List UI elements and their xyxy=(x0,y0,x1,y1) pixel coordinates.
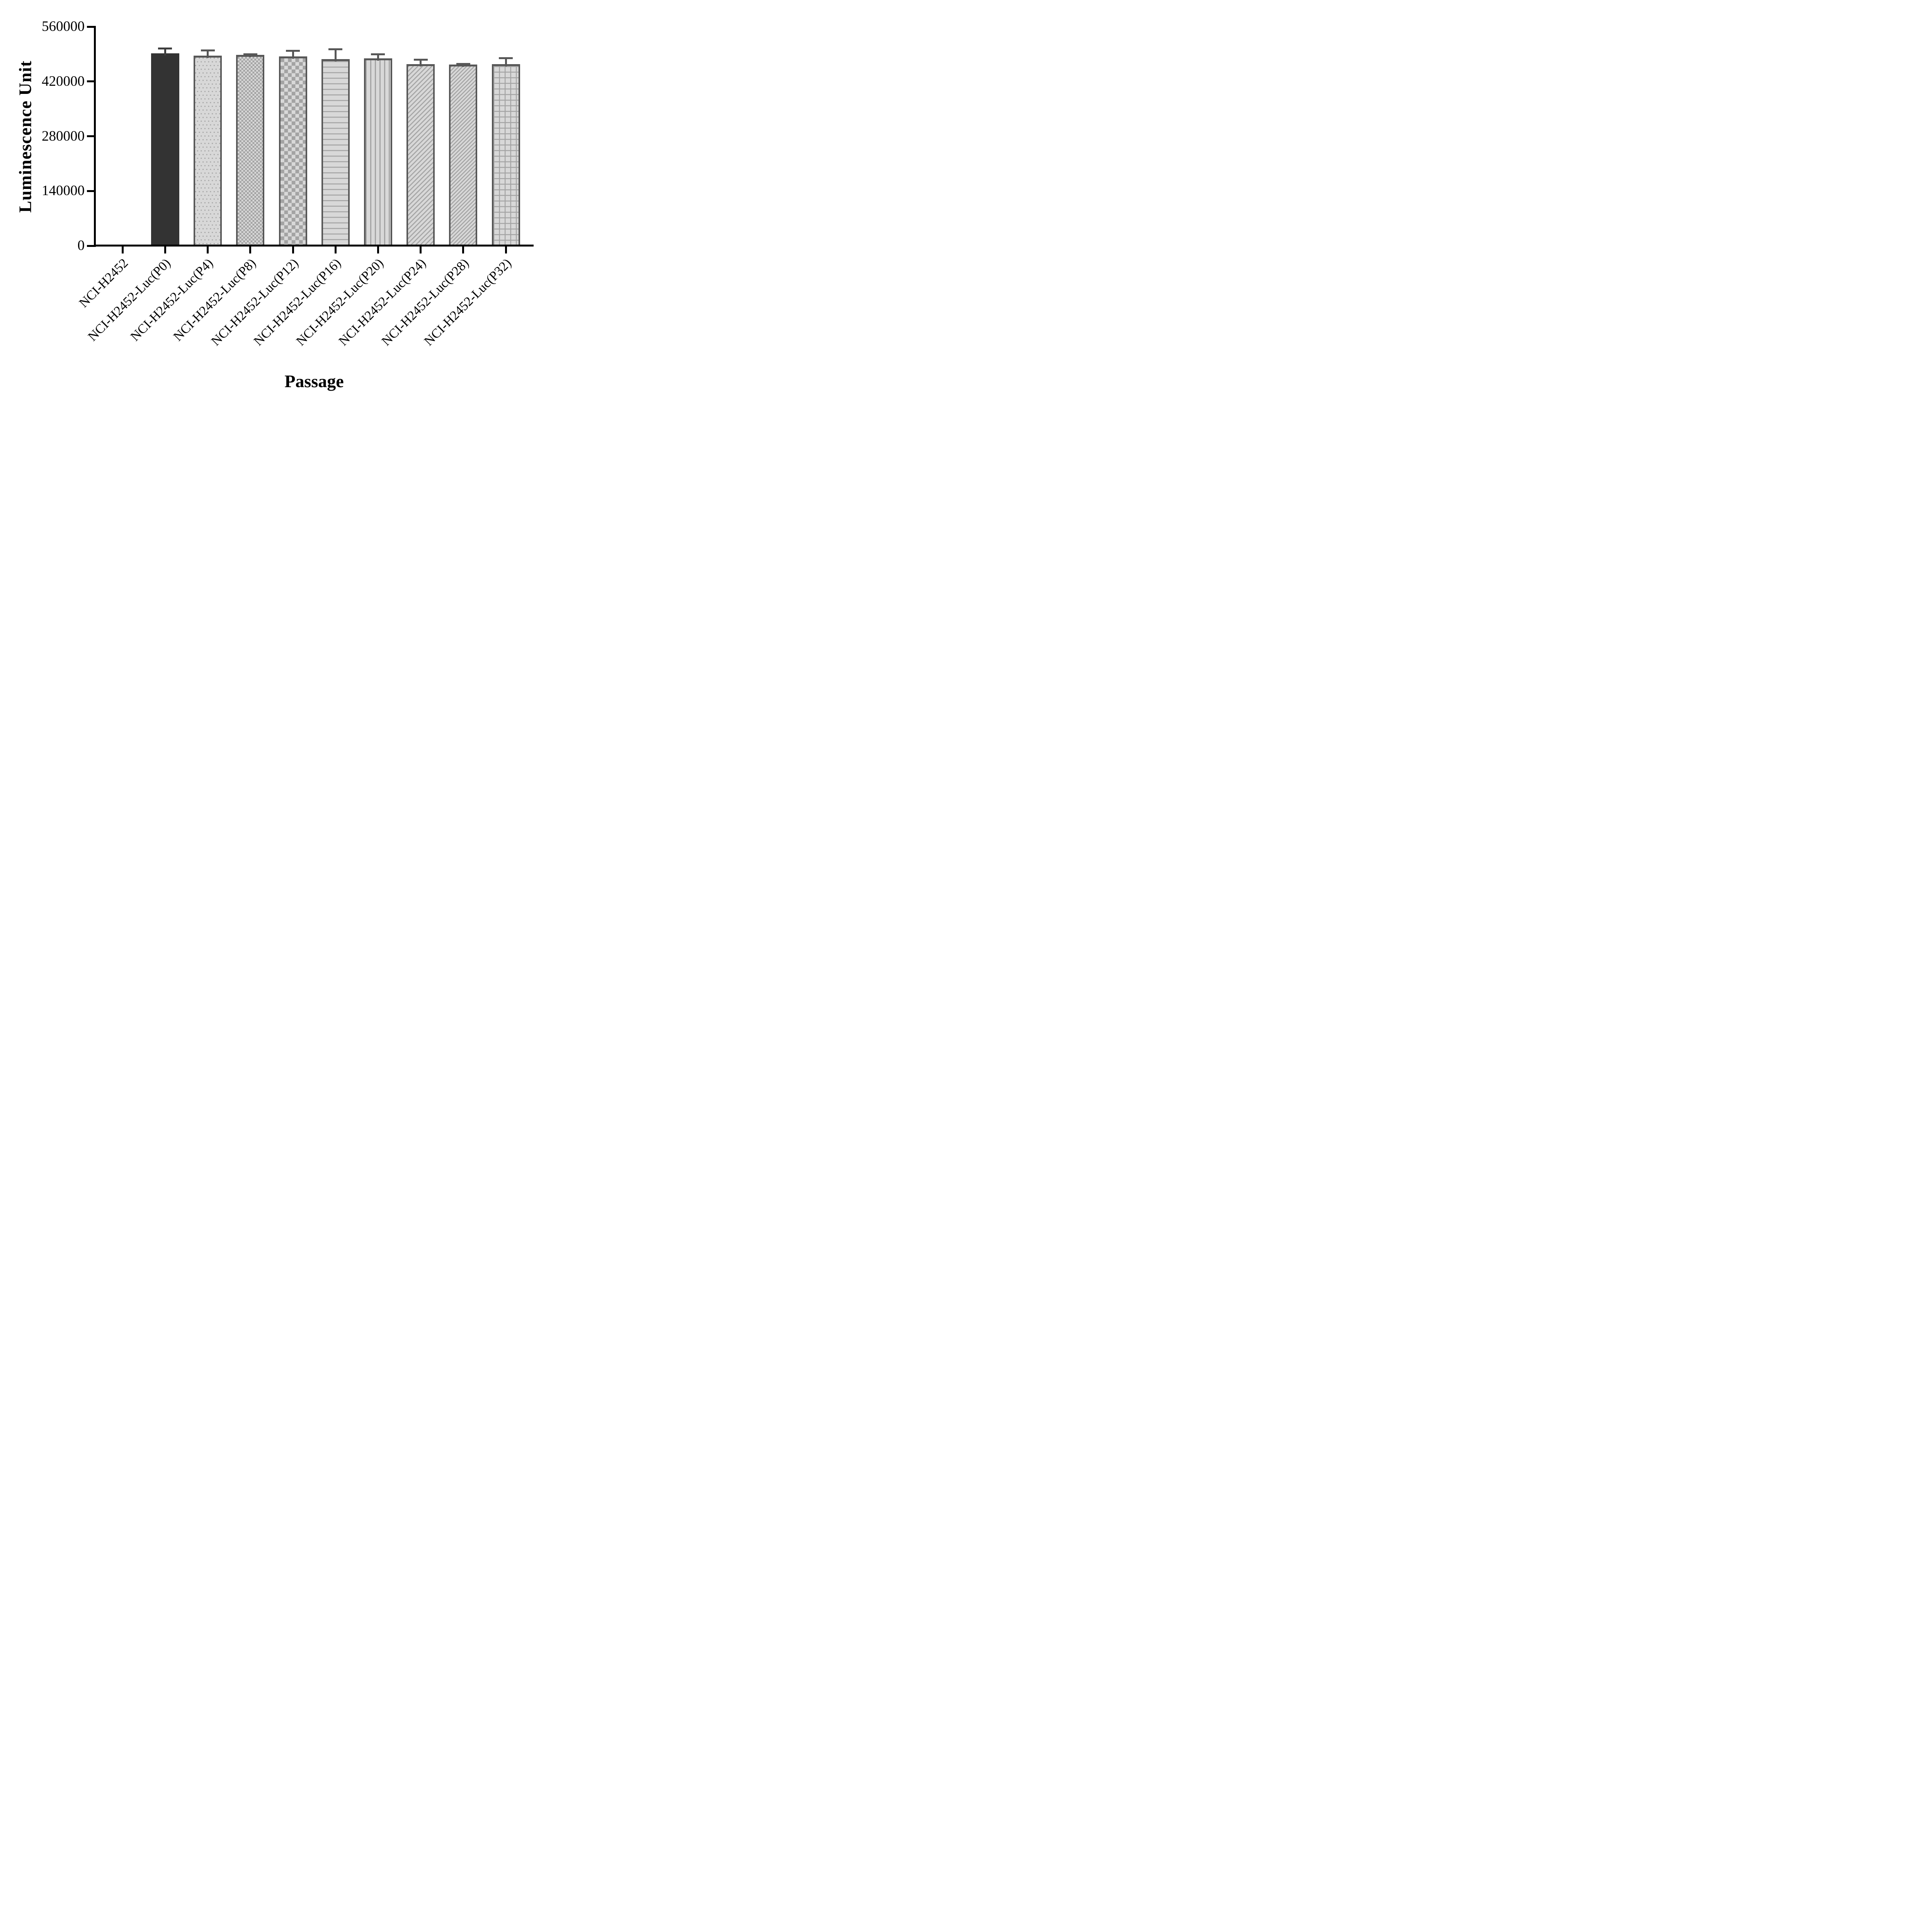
bar-pattern-diagonal-dense xyxy=(451,66,476,245)
x-category-label: NCI-H2452-Luc(P8) xyxy=(170,256,259,344)
x-tick xyxy=(334,247,337,253)
y-tick xyxy=(87,245,96,247)
bar-series xyxy=(236,54,265,247)
y-tick-label: 560000 xyxy=(42,19,85,35)
error-bar-stem xyxy=(462,64,464,67)
bar-pattern-checker-fine xyxy=(238,56,263,245)
error-bar-stem xyxy=(249,54,252,57)
bar-chart: Luminescence Unit Passage 0 140000 280000 4… xyxy=(0,0,568,404)
x-axis-line xyxy=(94,245,534,247)
x-tick xyxy=(249,247,252,253)
bar-series xyxy=(364,58,392,247)
y-tick xyxy=(87,26,96,28)
bar-pattern-hlines xyxy=(323,61,348,245)
y-tick-label: 420000 xyxy=(42,73,85,89)
error-bar-stem xyxy=(334,49,337,61)
x-tick xyxy=(420,247,422,253)
error-bar-cap xyxy=(201,49,215,51)
error-bar-stem xyxy=(292,51,294,59)
error-bar-stem xyxy=(420,60,422,67)
bar-series xyxy=(406,64,435,247)
error-bar-cap xyxy=(456,63,470,65)
x-tick xyxy=(377,247,379,253)
x-category-label: NCI-H2452-Luc(P32) xyxy=(421,256,514,349)
bar-pattern-vlines xyxy=(365,60,391,245)
error-bar-cap xyxy=(499,57,513,60)
y-tick xyxy=(87,190,96,192)
error-bar-cap xyxy=(413,58,428,61)
x-category-label: NCI-H2452-Luc(P0) xyxy=(85,256,173,344)
x-tick xyxy=(505,247,507,253)
x-tick xyxy=(207,247,209,253)
error-bar-cap xyxy=(158,48,172,50)
bar-pattern-grid xyxy=(493,66,519,245)
error-bar-cap xyxy=(328,48,343,50)
x-tick xyxy=(121,247,124,253)
x-tick xyxy=(164,247,166,253)
bar-series xyxy=(279,56,307,247)
error-bar-stem xyxy=(505,59,507,66)
bar-pattern-checker-coarse xyxy=(280,58,306,245)
bar-series xyxy=(194,56,222,247)
bar-series xyxy=(492,64,520,247)
error-bar-cap xyxy=(243,53,257,55)
y-tick-label: 280000 xyxy=(42,128,85,144)
y-tick-label: 140000 xyxy=(42,183,85,199)
bar-pattern-diagonal xyxy=(408,66,434,245)
error-bar-cap xyxy=(371,53,385,56)
error-bar-stem xyxy=(377,55,379,61)
x-category-label: NCI-H2452-Luc(P4) xyxy=(128,256,216,344)
x-tick xyxy=(292,247,294,253)
y-tick xyxy=(87,135,96,138)
bar-series xyxy=(151,53,179,247)
bar-series xyxy=(449,65,478,247)
bar-series xyxy=(321,59,350,247)
bar-pattern-dots xyxy=(195,58,221,245)
x-tick xyxy=(462,247,464,253)
error-bar-stem xyxy=(207,51,209,58)
error-bar-stem xyxy=(164,49,166,56)
x-axis-title: Passage xyxy=(284,371,344,391)
error-bar-cap xyxy=(286,50,300,52)
y-tick-label: 0 xyxy=(77,238,85,253)
y-axis-line xyxy=(94,26,96,247)
y-tick xyxy=(87,80,96,83)
